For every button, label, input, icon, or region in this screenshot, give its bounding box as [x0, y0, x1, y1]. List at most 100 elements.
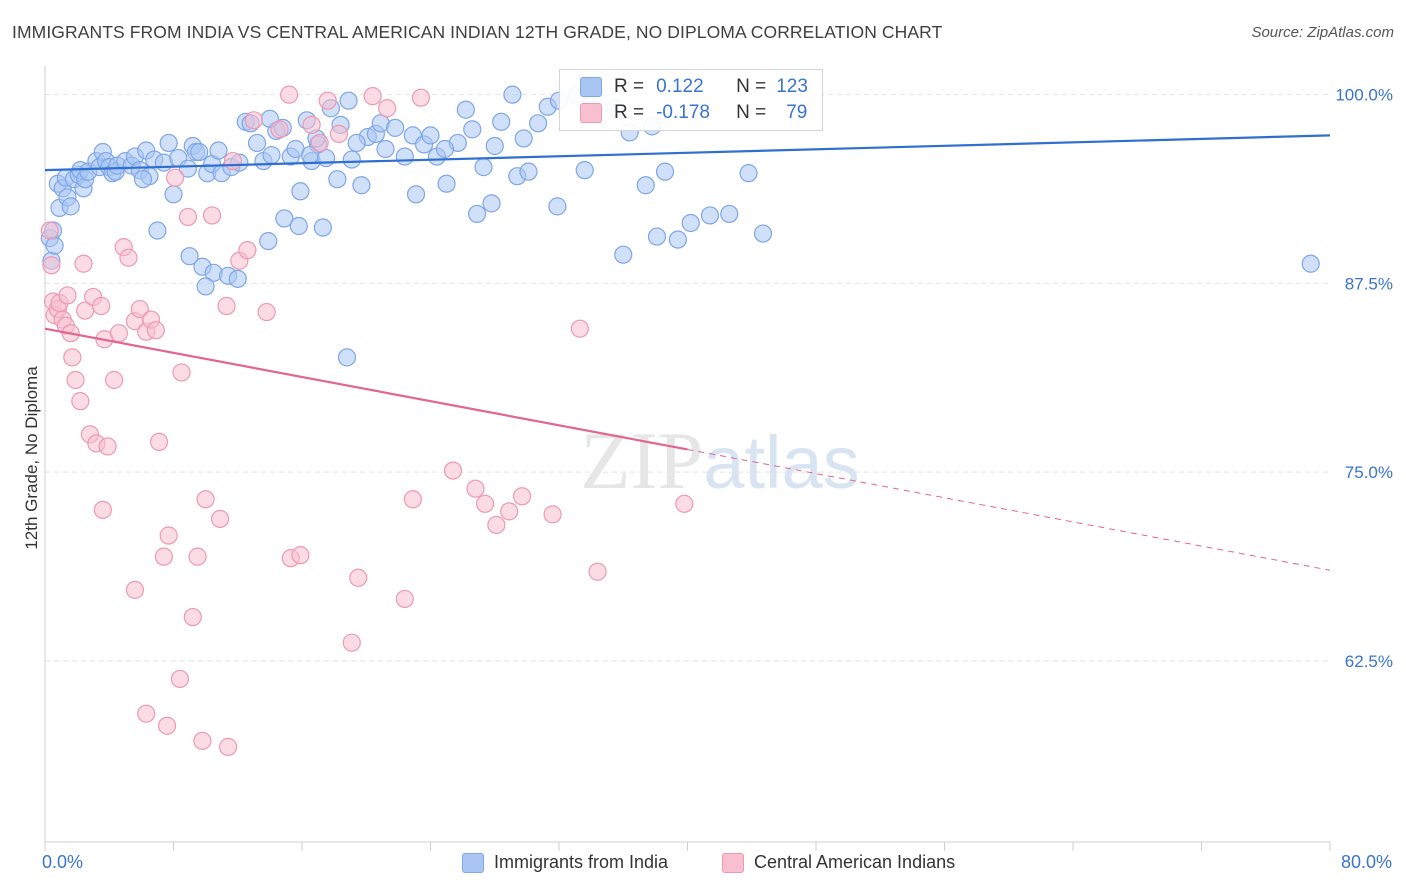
cai-point [302, 115, 321, 134]
cai-point [329, 124, 349, 144]
india-point [386, 118, 405, 137]
india-point [739, 164, 758, 183]
cai-point [238, 241, 257, 260]
cai-point [443, 461, 463, 480]
cai-point [395, 589, 414, 609]
cai-point [363, 87, 382, 106]
india-point [342, 150, 361, 169]
y-tick-label: 62.5% [1345, 652, 1393, 671]
india-point [753, 224, 773, 243]
india-point [720, 204, 739, 224]
india-point [503, 85, 522, 104]
cai-point [104, 370, 124, 390]
cai-point [170, 669, 190, 689]
x-tick-label-max: 80.0% [1340, 852, 1392, 872]
r-value: -0.178 [656, 102, 710, 123]
india-point [421, 126, 440, 145]
cai-point [58, 286, 77, 305]
cai-point [378, 99, 397, 118]
india-point [339, 91, 358, 110]
cai-point [63, 348, 82, 367]
trend-lines [44, 134, 1331, 571]
cai-point [74, 254, 93, 273]
cai-point [183, 607, 202, 627]
cai-point [149, 432, 169, 452]
cai-point [257, 302, 276, 322]
series-legend: Immigrants from India Central American I… [0, 850, 1406, 878]
cai-point [146, 321, 165, 340]
india-point [575, 161, 594, 180]
cai-point [210, 509, 230, 529]
india-point [395, 147, 414, 166]
cai-swatch [580, 103, 602, 123]
india-point [61, 197, 80, 216]
india-point [437, 174, 456, 193]
india-point [474, 158, 493, 177]
cai-point [476, 494, 495, 513]
cai-point [92, 296, 111, 316]
r-label: R = [614, 102, 645, 123]
cai-point [202, 206, 222, 225]
cai-point [125, 580, 145, 599]
cai-point [403, 490, 422, 509]
cai-point [193, 731, 212, 750]
legend-item-cai[interactable]: Central American Indians [722, 852, 955, 873]
india-point [180, 247, 199, 266]
legend-item-india[interactable]: Immigrants from India [462, 852, 668, 873]
y-axis-label: 12th Grade, No Diploma [22, 366, 41, 550]
watermark-text: ZIPatlas [580, 415, 859, 506]
india-point [668, 230, 687, 249]
cai-point [66, 370, 85, 390]
india-point [196, 277, 215, 296]
cai-point [244, 111, 263, 130]
cai-point [411, 88, 430, 107]
cai-point [675, 494, 694, 513]
cai-point [349, 568, 368, 587]
cai-point [166, 168, 185, 187]
cai-point [270, 120, 289, 139]
cai-point [543, 505, 562, 524]
cai-point [159, 526, 178, 545]
india-point [529, 114, 548, 133]
india-point [178, 159, 198, 178]
legend-label-india: Immigrants from India [494, 852, 669, 872]
n-label: N = [736, 76, 767, 97]
india-point [352, 176, 371, 195]
cai-point [98, 437, 117, 456]
cai-point [119, 248, 138, 267]
cai-trend-line [44, 327, 688, 451]
n-label: N = [736, 102, 767, 123]
legend-swatch-india [462, 852, 484, 873]
cai-point [219, 737, 238, 756]
cai-point [500, 502, 519, 521]
r-value: 0.122 [656, 76, 704, 97]
cai-point [109, 324, 128, 343]
cai-point [93, 500, 112, 519]
india-point [148, 221, 167, 240]
india-point [337, 348, 357, 367]
cai-point [512, 487, 532, 506]
india-point [467, 204, 487, 224]
grid-lines [45, 94, 1330, 662]
n-value: 79 [786, 102, 808, 123]
watermark: ZIPatlas [580, 415, 859, 506]
cai-point [188, 547, 207, 566]
cai-point [40, 221, 59, 240]
india-point [164, 185, 183, 204]
india-point [1301, 254, 1320, 273]
india-point [700, 206, 720, 225]
y-tick-labels: 100.0% 87.5% 75.0% 62.5% [1335, 86, 1393, 671]
india-point [45, 236, 64, 255]
india-point [514, 129, 533, 148]
cai-point [130, 299, 149, 319]
india-point [636, 176, 655, 195]
cai-point [310, 133, 329, 153]
india-point [316, 148, 336, 168]
cai-point [487, 515, 506, 535]
axes [44, 66, 1331, 851]
cai-point [154, 547, 173, 566]
india-point [485, 136, 504, 156]
cai-trend-line-extrapolated [687, 448, 1331, 571]
india-point [159, 133, 178, 153]
